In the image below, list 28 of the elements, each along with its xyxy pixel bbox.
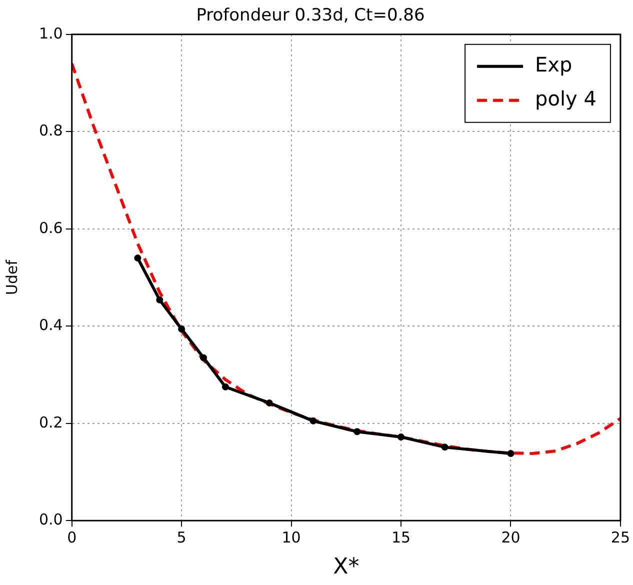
- point: [222, 383, 229, 390]
- point: [200, 354, 208, 362]
- x-tick-label: 20: [501, 528, 520, 546]
- chart-title: Profondeur 0.33d, Ct=0.86: [196, 6, 425, 26]
- point: [156, 296, 164, 304]
- point: [354, 428, 361, 436]
- x-axis-title: X*: [333, 554, 360, 580]
- y-axis-title: Udef: [2, 259, 21, 296]
- x-tick-label: 10: [282, 528, 301, 546]
- point: [398, 433, 405, 440]
- point: [134, 254, 142, 262]
- point: [310, 417, 317, 424]
- y-tick-label: 0.4: [38, 316, 63, 334]
- legend-label: poly 4: [535, 86, 596, 111]
- y-tick-label: 1.0: [38, 24, 63, 42]
- y-tick-label: 0.8: [38, 122, 63, 140]
- x-tick-label: 0: [67, 528, 77, 546]
- y-tick-label: 0.2: [38, 413, 63, 432]
- point: [441, 444, 448, 451]
- x-tick-label: 15: [391, 528, 411, 546]
- point: [507, 450, 514, 458]
- x-tick-label: 5: [176, 528, 186, 546]
- point: [178, 326, 186, 333]
- y-tick-label: 0.0: [38, 510, 63, 528]
- legend-label: Exp: [535, 52, 572, 77]
- x-tick-label: 25: [610, 528, 630, 546]
- point: [266, 399, 273, 406]
- y-tick-label: 0.6: [38, 218, 63, 237]
